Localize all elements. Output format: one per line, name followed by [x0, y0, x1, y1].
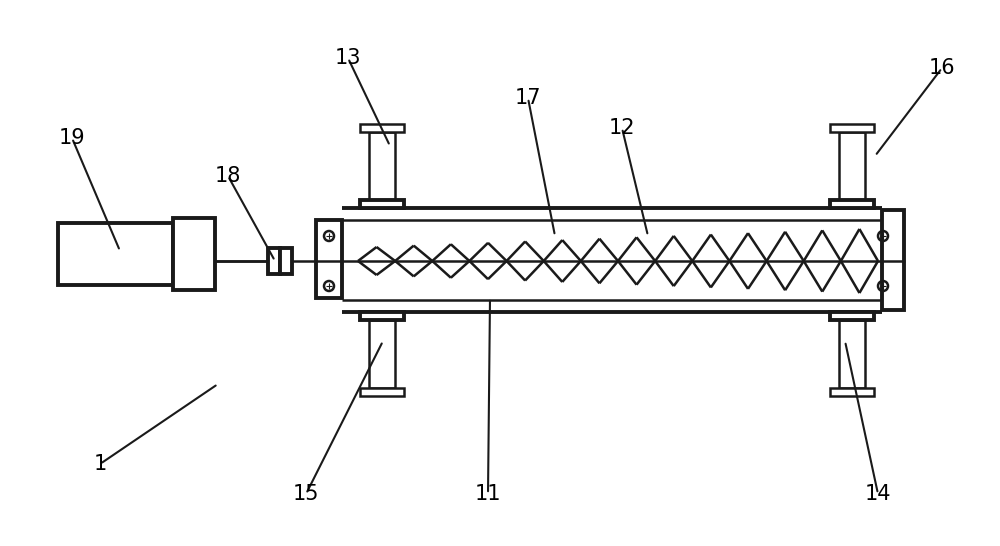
Polygon shape	[369, 132, 395, 200]
Polygon shape	[830, 124, 874, 132]
Text: 1: 1	[93, 454, 107, 474]
Polygon shape	[58, 223, 173, 285]
Polygon shape	[830, 312, 874, 320]
Text: 17: 17	[515, 88, 541, 108]
Text: 15: 15	[293, 484, 319, 504]
Text: 14: 14	[865, 484, 891, 504]
Polygon shape	[839, 132, 865, 200]
Text: 13: 13	[335, 48, 361, 68]
Polygon shape	[360, 312, 404, 320]
Polygon shape	[360, 388, 404, 396]
Polygon shape	[316, 220, 342, 298]
Text: 16: 16	[929, 58, 955, 78]
Polygon shape	[280, 248, 292, 274]
Text: 18: 18	[215, 166, 241, 186]
Polygon shape	[882, 210, 904, 310]
Polygon shape	[830, 200, 874, 208]
Polygon shape	[173, 218, 215, 290]
Polygon shape	[360, 200, 404, 208]
Text: 19: 19	[59, 128, 85, 148]
Polygon shape	[830, 388, 874, 396]
Polygon shape	[360, 124, 404, 132]
Polygon shape	[839, 320, 865, 388]
Polygon shape	[268, 248, 280, 274]
Polygon shape	[369, 320, 395, 388]
Text: 12: 12	[609, 118, 635, 138]
Text: 11: 11	[475, 484, 501, 504]
